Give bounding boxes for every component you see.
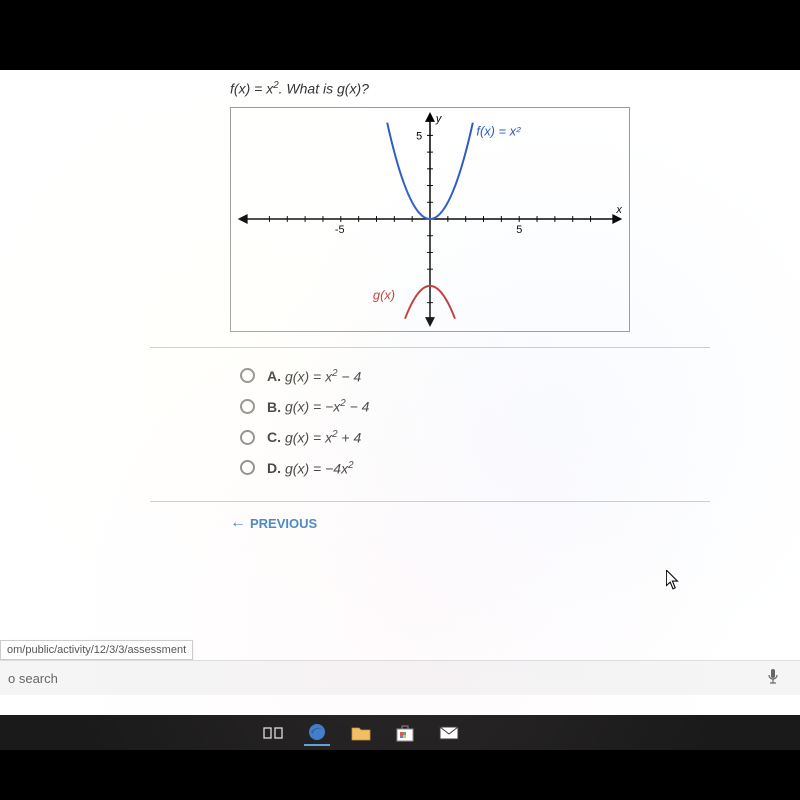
choice-c[interactable]: C. g(x) = x2 + 4: [240, 429, 800, 446]
previous-button[interactable]: ← PREVIOUS: [230, 514, 317, 532]
taskbar-search[interactable]: o search: [0, 660, 800, 695]
taskbar-edge-icon[interactable]: [304, 720, 330, 746]
nav-row: ← PREVIOUS: [150, 501, 710, 532]
svg-text:y: y: [435, 113, 442, 125]
choice-letter: A.: [267, 368, 281, 384]
svg-text:5: 5: [416, 130, 422, 142]
question-prompt: f(x) = x2. What is g(x)?: [230, 80, 800, 97]
choice-text: g(x) = −x2 − 4: [285, 398, 369, 415]
divider: [150, 347, 710, 348]
taskbar-store-icon[interactable]: [392, 720, 418, 746]
search-placeholder: o search: [8, 671, 58, 686]
choice-text: g(x) = x2 − 4: [285, 368, 361, 385]
question-content: f(x) = x2. What is g(x)? f(x) = x² g(x) …: [0, 70, 800, 532]
svg-text:-5: -5: [335, 224, 345, 236]
taskbar: [0, 715, 800, 750]
svg-text:5: 5: [516, 224, 522, 236]
function-graph: f(x) = x² g(x) 5 -5 5 y x: [231, 108, 629, 331]
choice-letter: B.: [267, 399, 281, 415]
choice-text: g(x) = x2 + 4: [285, 429, 361, 446]
svg-text:g(x): g(x): [373, 287, 395, 302]
choice-letter: D.: [267, 460, 281, 476]
radio-icon: [240, 368, 255, 383]
choice-letter: C.: [267, 429, 281, 445]
taskbar-mail-icon[interactable]: [436, 720, 462, 746]
choice-a[interactable]: A. g(x) = x2 − 4: [240, 368, 800, 385]
previous-label: PREVIOUS: [250, 516, 317, 531]
choice-text: g(x) = −4x2: [285, 460, 354, 477]
svg-text:x: x: [615, 204, 622, 216]
browser-viewport: f(x) = x2. What is g(x)? f(x) = x² g(x) …: [0, 70, 800, 750]
radio-icon: [240, 430, 255, 445]
svg-text:f(x) = x²: f(x) = x²: [476, 123, 521, 138]
choice-d[interactable]: D. g(x) = −4x2: [240, 460, 800, 477]
graph-frame: f(x) = x² g(x) 5 -5 5 y x: [230, 107, 630, 332]
microphone-icon[interactable]: [766, 668, 780, 689]
choice-b[interactable]: B. g(x) = −x2 − 4: [240, 398, 800, 415]
radio-icon: [240, 399, 255, 414]
answer-choices: A. g(x) = x2 − 4 B. g(x) = −x2 − 4 C. g(…: [240, 368, 800, 477]
url-tooltip: om/public/activity/12/3/3/assessment: [0, 640, 193, 660]
radio-icon: [240, 460, 255, 475]
arrow-left-icon: ←: [230, 514, 246, 532]
taskbar-files-icon[interactable]: [348, 720, 374, 746]
taskbar-task-view-icon[interactable]: [260, 720, 286, 746]
mouse-cursor-icon: [666, 570, 680, 590]
